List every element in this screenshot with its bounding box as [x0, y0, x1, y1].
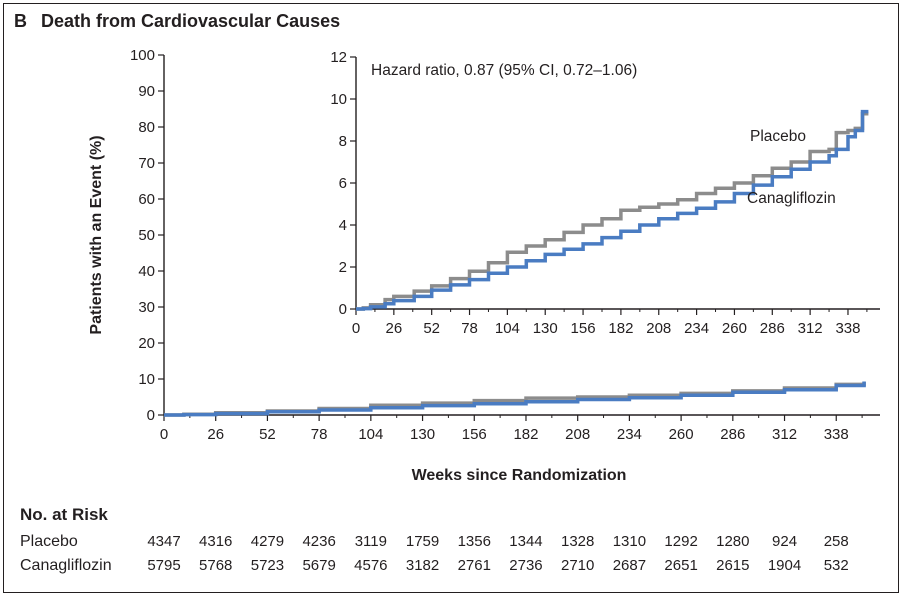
risk-value-placebo: 1759	[406, 533, 439, 550]
inset-y-tick-label: 4	[339, 217, 347, 234]
risk-value-canagliflozin: 2615	[716, 557, 749, 574]
inset-x-tick-label: 156	[571, 320, 596, 337]
inset-x-tick-label: 234	[684, 320, 709, 337]
inset-x-tick-label: 78	[461, 320, 478, 337]
inset-series-placebo	[356, 111, 869, 311]
risk-row-label-placebo: Placebo	[20, 533, 78, 550]
risk-value-canagliflozin: 1904	[768, 557, 801, 574]
inset-x-tick-label: 208	[646, 320, 671, 337]
main-x-tick-label: 130	[410, 426, 435, 443]
inset-x-tick-label: 312	[798, 320, 823, 337]
placebo-curve-label: Placebo	[750, 128, 806, 145]
inset-y-tick-label: 12	[330, 49, 347, 66]
inset-series-canagliflozin	[356, 109, 869, 311]
risk-value-placebo: 4316	[199, 533, 232, 550]
main-y-tick-label: 40	[138, 263, 155, 280]
risk-value-placebo: 258	[824, 533, 849, 550]
risk-value-placebo: 1280	[716, 533, 749, 550]
main-x-tick-label: 234	[617, 426, 642, 443]
main-y-tick-label: 80	[138, 119, 155, 136]
panel-letter: B	[14, 11, 27, 31]
risk-value-placebo: 1344	[509, 533, 542, 550]
main-y-tick-label: 20	[138, 335, 155, 352]
risk-value-canagliflozin: 2761	[458, 557, 491, 574]
main-y-tick-label: 100	[130, 47, 155, 64]
inset-x-tick-label: 338	[835, 320, 860, 337]
risk-value-placebo: 4279	[251, 533, 284, 550]
main-y-tick-label: 0	[147, 407, 155, 424]
main-y-tick-label: 90	[138, 83, 155, 100]
risk-value-canagliflozin: 5723	[251, 557, 284, 574]
inset-y-tick-label: 8	[339, 133, 347, 150]
y-axis-title: Patients with an Event (%)	[88, 135, 105, 334]
main-x-tick-label: 338	[824, 426, 849, 443]
inset-x-tick-label: 26	[386, 320, 403, 337]
risk-value-canagliflozin: 2687	[613, 557, 646, 574]
main-y-tick-label: 50	[138, 227, 155, 244]
inset-chart: 0 2 4 6 8 10 12 0 26 52 78 104 130 156 182 208 234 260 286…	[330, 49, 880, 337]
risk-table-heading: No. at Risk	[20, 505, 108, 524]
inset-y-tick-label: 6	[339, 175, 347, 192]
main-y-tick-label: 30	[138, 299, 155, 316]
risk-value-placebo: 924	[772, 533, 797, 550]
main-x-tick-label: 78	[311, 426, 328, 443]
risk-value-placebo: 4347	[147, 533, 180, 550]
x-axis-title: Weeks since Randomization	[412, 467, 627, 484]
risk-value-canagliflozin: 5768	[199, 557, 232, 574]
risk-row-label-canagliflozin: Canagliflozin	[20, 557, 112, 574]
risk-value-canagliflozin: 5679	[302, 557, 335, 574]
risk-value-placebo: 1292	[664, 533, 697, 550]
inset-y-tick-label: 10	[330, 91, 347, 108]
risk-value-canagliflozin: 532	[824, 557, 849, 574]
figure-frame	[3, 3, 899, 593]
main-x-tick-label: 260	[669, 426, 694, 443]
main-x-tick-label: 26	[207, 426, 224, 443]
risk-value-canagliflozin: 2736	[509, 557, 542, 574]
risk-value-placebo: 1310	[613, 533, 646, 550]
main-x-tick-label: 208	[565, 426, 590, 443]
inset-y-tick-label: 0	[339, 301, 347, 318]
inset-x-tick-label: 104	[495, 320, 520, 337]
canagliflozin-curve-label: Canagliflozin	[747, 190, 836, 207]
risk-table: No. at Risk Placebo Canagliflozin 4347 43…	[20, 505, 849, 574]
inset-x-tick-label: 52	[423, 320, 440, 337]
inset-x-tick-label: 130	[533, 320, 558, 337]
main-x-tick-label: 286	[720, 426, 745, 443]
main-y-tick-label: 70	[138, 155, 155, 172]
main-x-tick-label: 312	[772, 426, 797, 443]
main-x-tick-label: 0	[160, 426, 168, 443]
main-series-canagliflozin	[164, 381, 866, 417]
risk-value-placebo: 1356	[458, 533, 491, 550]
risk-value-placebo: 1328	[561, 533, 594, 550]
main-series-placebo	[164, 381, 866, 417]
main-y-tick-label: 60	[138, 191, 155, 208]
risk-value-canagliflozin: 4576	[354, 557, 387, 574]
risk-value-canagliflozin: 5795	[147, 557, 180, 574]
risk-value-placebo: 4236	[302, 533, 335, 550]
hazard-ratio-annotation: Hazard ratio, 0.87 (95% CI, 0.72–1.06)	[371, 62, 637, 79]
risk-value-canagliflozin: 2710	[561, 557, 594, 574]
inset-x-tick-label: 182	[608, 320, 633, 337]
risk-value-placebo: 3119	[355, 533, 387, 550]
main-x-tick-label: 52	[259, 426, 276, 443]
main-x-tick-label: 182	[513, 426, 538, 443]
inset-x-tick-label: 0	[352, 320, 360, 337]
main-x-tick-label: 156	[462, 426, 487, 443]
inset-x-tick-label: 286	[760, 320, 785, 337]
risk-value-canagliflozin: 2651	[664, 557, 697, 574]
risk-value-canagliflozin: 3182	[406, 557, 439, 574]
panel-title: Death from Cardiovascular Causes	[41, 11, 340, 31]
main-y-tick-label: 10	[138, 371, 155, 388]
main-x-tick-label: 104	[358, 426, 383, 443]
inset-x-tick-label: 260	[722, 320, 747, 337]
inset-y-tick-label: 2	[339, 259, 347, 276]
